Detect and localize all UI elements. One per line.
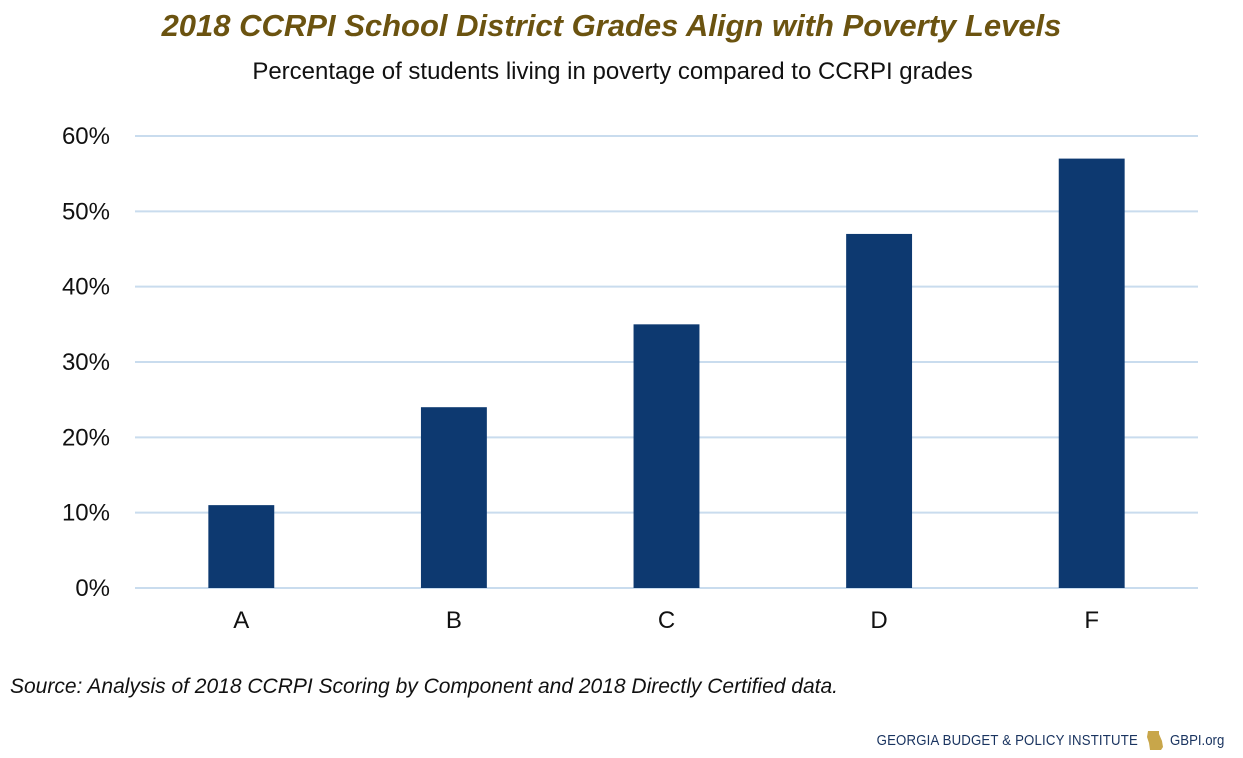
bar-F	[1058, 158, 1125, 588]
x-tick-label: A	[233, 607, 249, 634]
footer-branding: GEORGIA BUDGET & POLICY INSTITUTE GBPI.o…	[841, 729, 1232, 751]
website-link[interactable]: GBPI.org	[1170, 731, 1225, 749]
x-tick-label: C	[658, 607, 675, 634]
y-tick-label: 50%	[62, 198, 110, 225]
y-tick-label: 10%	[62, 500, 110, 527]
x-tick-label: D	[870, 607, 887, 634]
y-tick-label: 40%	[62, 274, 110, 301]
y-tick-label: 60%	[62, 123, 110, 150]
bar-chart: 0% 10% 20% 30% 40% 50% 60% A B C D F	[62, 123, 1198, 634]
chart-title: 2018 CCRPI School District Grades Align …	[161, 8, 1062, 43]
y-tick-label: 0%	[75, 575, 110, 602]
bar-B	[420, 407, 487, 588]
source-note: Source: Analysis of 2018 CCRPI Scoring b…	[10, 675, 838, 698]
bar-C	[633, 324, 700, 588]
bar-A	[208, 505, 275, 588]
chart-subtitle: Percentage of students living in poverty…	[252, 58, 973, 85]
y-tick-label: 20%	[62, 424, 110, 451]
y-tick-label: 30%	[62, 349, 110, 376]
x-tick-label: F	[1084, 607, 1099, 634]
bar-D	[846, 233, 913, 588]
organization-name: GEORGIA BUDGET & POLICY INSTITUTE	[876, 731, 1139, 749]
georgia-state-icon	[1147, 731, 1164, 750]
x-tick-label: B	[446, 607, 462, 634]
